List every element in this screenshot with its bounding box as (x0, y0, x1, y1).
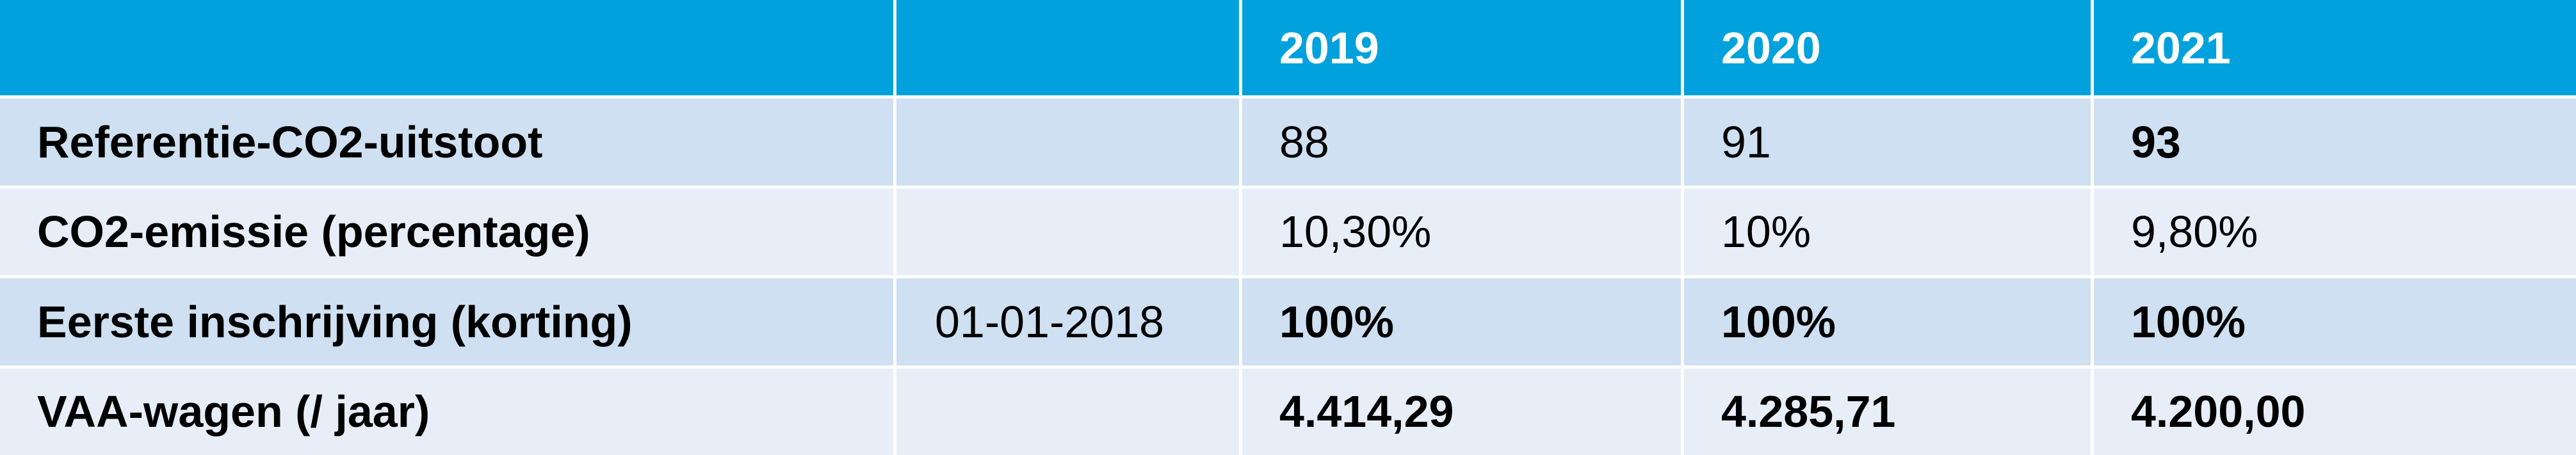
row-label: VAA-wagen (/ jaar) (0, 368, 896, 455)
table-row-co2-emissie: CO2-emissie (percentage) 10,30% 10% 9,80… (0, 188, 2576, 279)
row-value-2019: 10,30% (1242, 188, 1684, 279)
header-cell-extra (896, 0, 1242, 99)
table-row-eerste-inschrijving: Eerste inschrijving (korting) 01-01-2018… (0, 278, 2576, 369)
row-extra-date: 01-01-2018 (896, 278, 1242, 369)
header-year-2021: 2021 (2094, 0, 2576, 99)
row-value-2020: 91 (1684, 99, 2094, 189)
header-year-2020: 2020 (1684, 0, 2094, 99)
row-value-2020: 100% (1684, 278, 2094, 369)
table-row-referentie-co2: Referentie-CO2-uitstoot 88 91 93 (0, 99, 2576, 189)
row-extra (896, 368, 1242, 455)
row-value-2019: 88 (1242, 99, 1684, 189)
row-value-2021: 4.200,00 (2094, 368, 2576, 455)
header-cell-label (0, 0, 896, 99)
row-extra (896, 99, 1242, 189)
row-value-2019: 4.414,29 (1242, 368, 1684, 455)
row-value-2019: 100% (1242, 278, 1684, 369)
row-value-2021: 100% (2094, 278, 2576, 369)
row-value-2020: 10% (1684, 188, 2094, 279)
table-row-vaa-wagen: VAA-wagen (/ jaar) 4.414,29 4.285,71 4.2… (0, 368, 2576, 455)
header-row: 2019 2020 2021 (0, 0, 2576, 99)
row-label: Eerste inschrijving (korting) (0, 278, 896, 369)
row-extra (896, 188, 1242, 279)
row-value-2021: 9,80% (2094, 188, 2576, 279)
row-label: CO2-emissie (percentage) (0, 188, 896, 279)
header-year-2019: 2019 (1242, 0, 1684, 99)
row-value-2020: 4.285,71 (1684, 368, 2094, 455)
row-label: Referentie-CO2-uitstoot (0, 99, 896, 189)
row-value-2021: 93 (2094, 99, 2576, 189)
